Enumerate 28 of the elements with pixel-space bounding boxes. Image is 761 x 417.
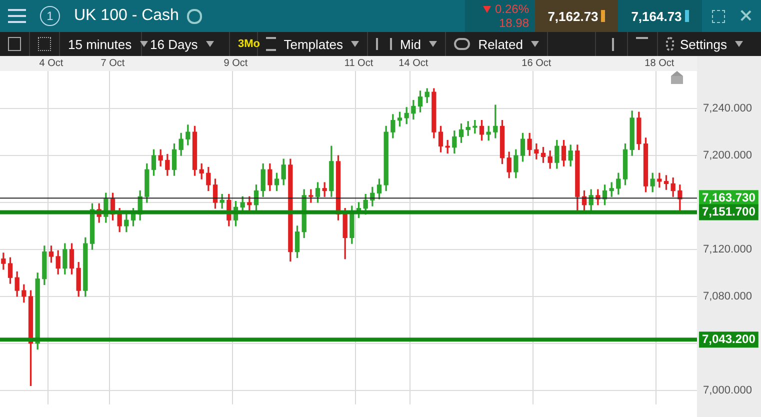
- x-tick-label: 7 Oct: [100, 58, 125, 69]
- text: 1: [40, 6, 60, 26]
- ref-line-label: 7,151.700: [702, 204, 756, 219]
- ref-line-label: 7,163.730: [702, 190, 756, 204]
- text: 7,162.73: [535, 0, 618, 32]
- text: 18.98: [498, 16, 529, 30]
- text: 16 Days: [142, 32, 230, 56]
- text: 7,164.73: [618, 0, 702, 32]
- chart-title: UK 100 - Cash: [74, 7, 179, 25]
- text: Mid: [368, 32, 446, 56]
- y-tick-label: 7,120.000: [703, 243, 752, 256]
- text: 15 minutes: [60, 32, 142, 56]
- text: Related: [446, 32, 548, 56]
- x-tick-label: 9 Oct: [224, 58, 248, 69]
- x-tick-label: 16 Oct: [522, 58, 552, 69]
- text: Templates: [284, 36, 343, 52]
- y-tick-label: 7,240.000: [703, 102, 752, 115]
- y-tick-label: 7,080.000: [703, 290, 752, 302]
- text: 0.26%: [494, 2, 529, 16]
- x-tick-label: 18 Oct: [644, 58, 674, 69]
- y-tick-label: 7,000.000: [703, 384, 752, 396]
- x-tick-label: 4 Oct: [39, 58, 64, 69]
- x-tick-label: 14 Oct: [398, 58, 428, 69]
- x-tick-label: 11 Oct: [344, 58, 374, 69]
- text: Settings: [679, 36, 728, 54]
- ref-line-label: 7,043.200: [702, 332, 756, 346]
- y-tick-label: 7,200.000: [703, 150, 752, 162]
- text: 3Mo: [230, 32, 260, 56]
